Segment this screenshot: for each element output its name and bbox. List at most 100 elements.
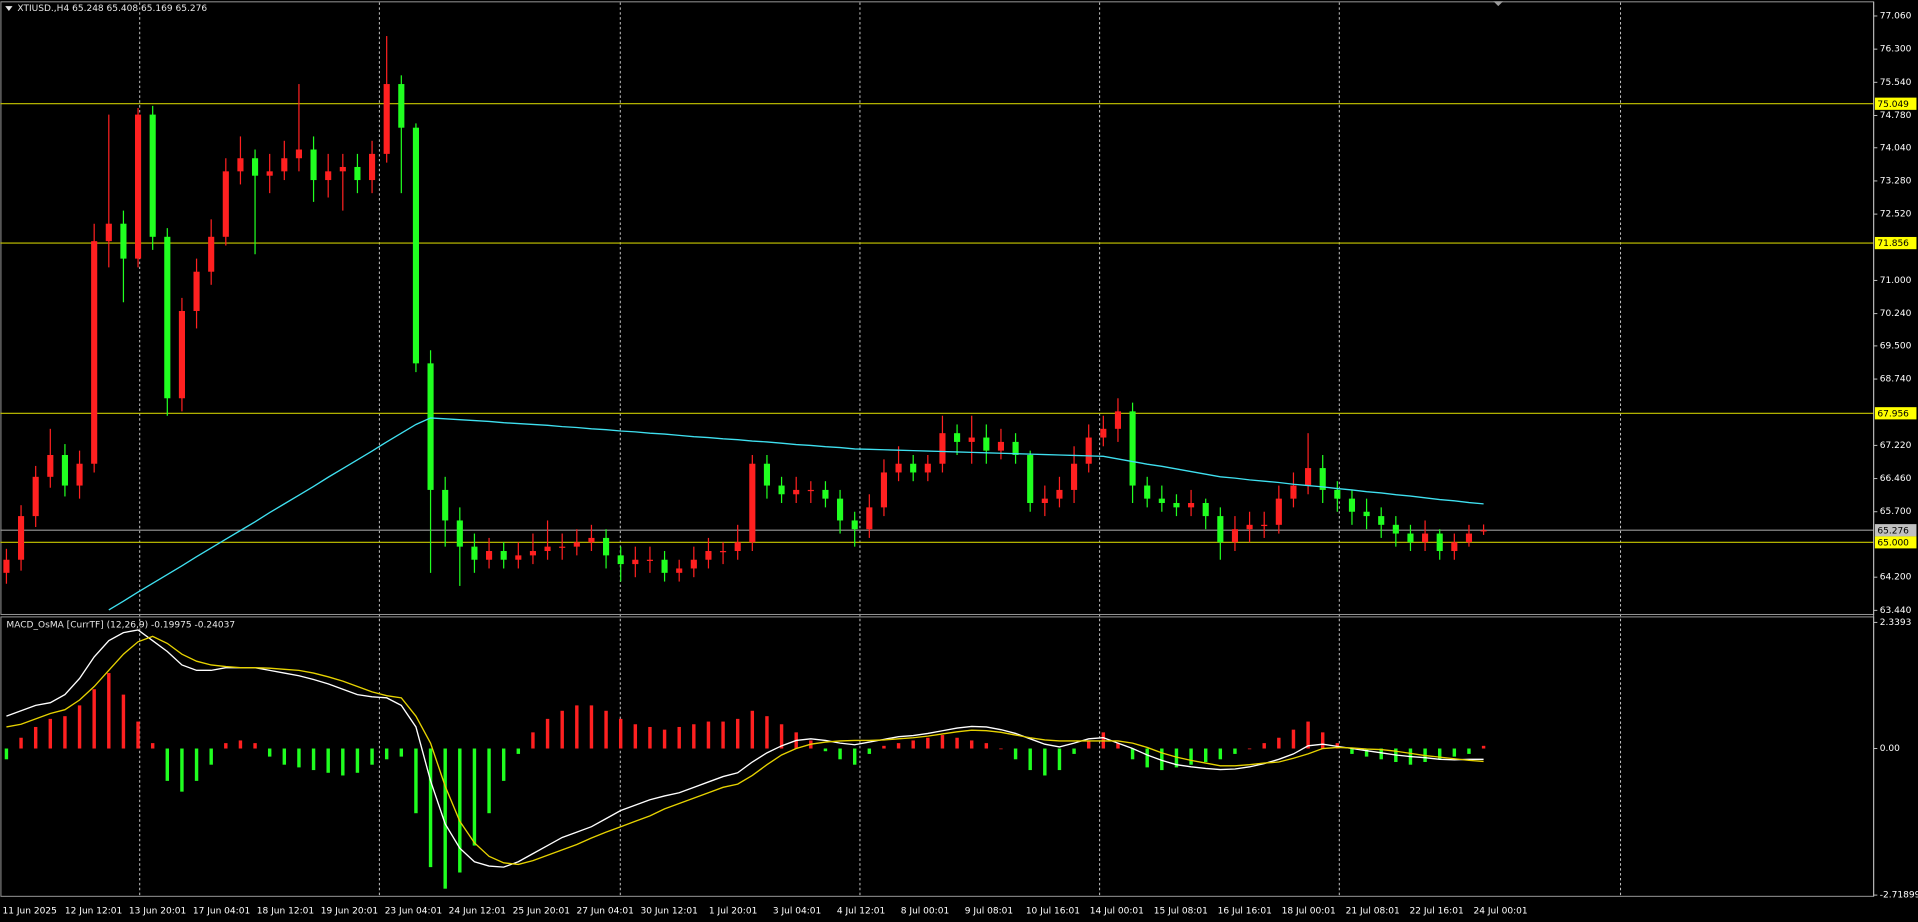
osma-bar [414,748,418,814]
candle-body [3,559,10,573]
candle-body [954,433,961,442]
x-tick-label: 18 Jun 12:01 [257,906,314,916]
candle-body [1144,485,1151,499]
candle-body [76,463,83,486]
x-tick-label: 25 Jun 20:01 [513,906,570,916]
osma-bar [1043,748,1047,776]
candle-body [822,489,829,499]
candle-body [559,546,566,548]
candle-body [866,507,873,530]
candle-body [603,537,610,556]
candle-body [486,551,493,560]
osma-bar [1072,748,1076,754]
osma-bar [516,748,521,754]
candle-body [17,516,25,560]
osma-bar [604,710,608,749]
osma-bar [384,748,389,760]
candle-body [807,489,814,492]
osma-bar [1467,748,1471,754]
candle-body [895,463,902,473]
candle-body [1275,498,1282,525]
symbol-menu-arrow[interactable] [5,6,13,12]
candle-body [1305,468,1312,486]
osma-bar [911,740,915,749]
osma-bar [399,748,404,757]
candle-body [193,271,200,311]
osma-bar [560,710,564,749]
y-tick-label: 67.220 [1880,441,1912,451]
osma-bar [575,705,579,749]
candle-body [1451,542,1458,552]
osma-bar [633,724,638,749]
candle-body [851,520,858,530]
y-tick-label: 0.00 [1880,744,1900,754]
candle-body [1188,503,1195,508]
osma-bar [1437,748,1442,760]
candle-body [471,546,478,560]
osma-bar [355,748,360,773]
osma-bar [896,743,901,749]
x-tick-label: 12 Jun 12:01 [65,906,122,916]
candle-body [339,166,346,172]
candle-body [1378,516,1385,525]
osma-bar [1174,748,1179,768]
y-tick-label: 63.440 [1880,606,1912,616]
candle-body [164,236,171,399]
osma-bar [209,748,213,765]
osma-bar [940,735,945,749]
osma-bar [311,748,316,771]
osma-bar [48,718,53,749]
osma-bar [1160,748,1164,771]
y-tick-label: 65.700 [1880,507,1912,517]
candle-body [442,489,449,521]
x-tick-label: 13 Jun 20:01 [129,906,186,916]
candle-body [105,223,112,242]
osma-bar [1364,748,1369,757]
osma-bar [180,748,184,792]
osma-bar [282,748,287,765]
x-tick-label: 17 Jun 04:01 [193,906,250,916]
osma-bar [107,673,111,749]
x-tick-label: 4 Jul 12:01 [837,906,885,916]
y-tick-label: 68.740 [1880,375,1912,385]
candle-body [412,127,419,364]
candle-body [588,537,595,543]
candle-body [149,114,156,237]
candle-body [837,498,844,521]
level-price-label: 67.956 [1877,409,1909,419]
candle-body [310,149,317,181]
y-tick-label: 66.460 [1880,474,1912,484]
candle-body [1246,524,1253,530]
x-tick-label: 9 Jul 08:01 [965,906,1013,916]
osma-bar [852,748,857,765]
osma-bar [838,748,842,760]
osma-bar [238,740,243,749]
x-tick-label: 24 Jun 12:01 [449,906,506,916]
osma-bar [1481,745,1486,749]
x-tick-label: 21 Jul 08:01 [1346,906,1400,916]
candle-body [1407,533,1414,543]
candle-body [208,236,215,272]
osma-bar [443,748,447,889]
y-tick-label: 75.540 [1880,78,1912,88]
osma-bar [999,748,1003,750]
osma-bar [1145,748,1149,768]
osma-bar [1203,748,1208,762]
x-tick-label: 8 Jul 00:01 [901,906,949,916]
x-tick-label: 1 Jul 20:01 [709,906,757,916]
candle-body [778,485,785,495]
osma-bar [867,748,872,754]
moving-average-line [108,417,1484,611]
candle-body [763,463,771,486]
candle-body [1100,428,1107,438]
osma-bar [458,748,462,873]
level-price-label: 75.049 [1877,100,1909,110]
x-tick-label: 30 Jun 12:01 [641,906,698,916]
osma-bar [765,716,769,749]
candle-body [632,559,639,565]
candle-body [1012,441,1019,455]
candle-body [910,463,917,473]
osma-bar [692,724,696,749]
